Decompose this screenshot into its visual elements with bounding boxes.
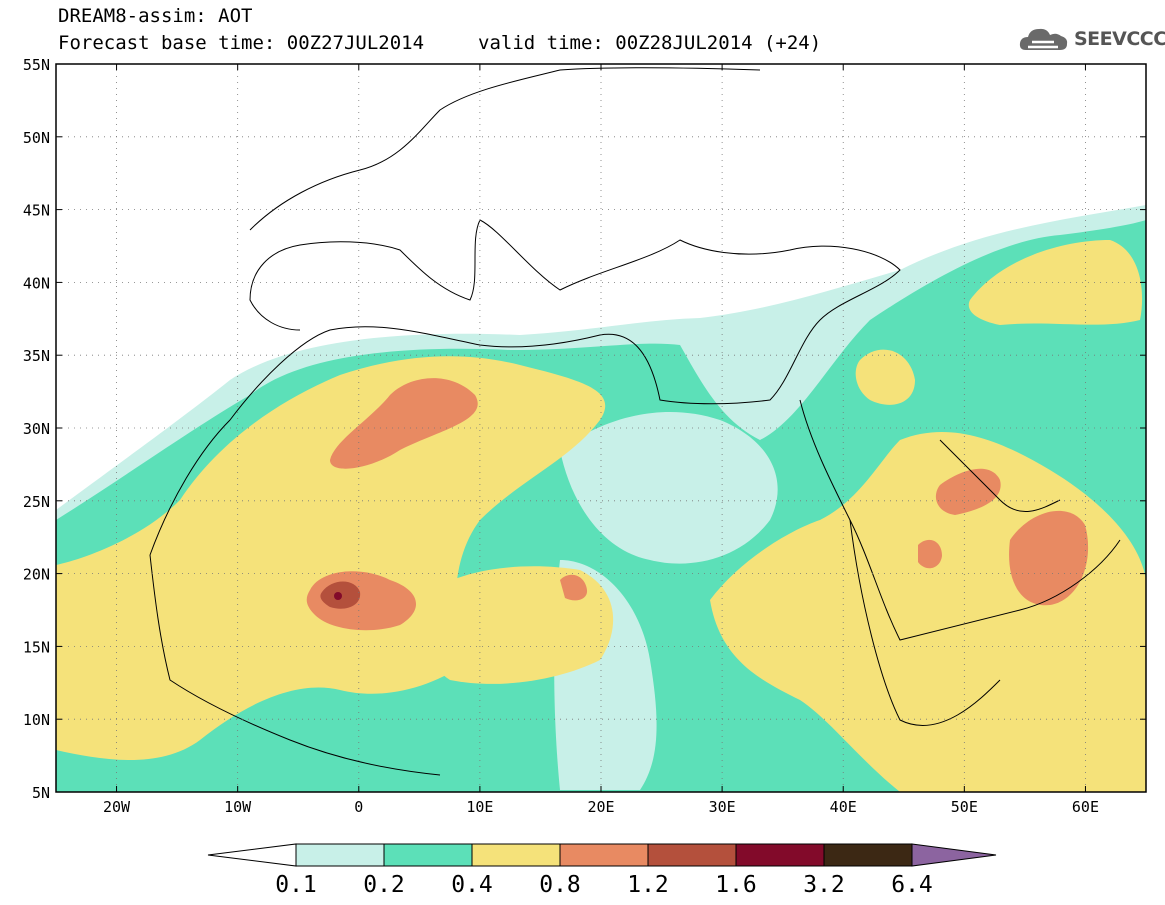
lon-tick-label: 20E xyxy=(587,798,614,816)
colorbar-box xyxy=(735,843,825,867)
lon-tick-label: 10W xyxy=(224,798,252,816)
aot-band-0.8-oman xyxy=(1009,510,1089,606)
lat-tick-label: 50N xyxy=(23,129,50,147)
lon-axis: 20W 10W 0 10E 20E 30E 40E 50E 60E xyxy=(103,64,1099,816)
lon-tick-label: 50E xyxy=(951,798,978,816)
lat-tick-label: 45N xyxy=(23,202,50,220)
lat-tick-label: 40N xyxy=(23,274,50,292)
valid-time: valid time: 00Z28JUL2014 (+24) xyxy=(478,32,822,54)
aot-band-0.4-iran xyxy=(968,240,1143,325)
lat-tick-label: 35N xyxy=(23,347,50,365)
graticule xyxy=(56,64,1146,792)
colorbar-box xyxy=(295,843,385,867)
map-title: DREAM8-assim: AOT xyxy=(58,5,253,27)
logo-text: SEEVCCC xyxy=(1074,28,1165,50)
aot-band-0.8-yemen xyxy=(918,539,942,569)
colorbar-label: 0.2 xyxy=(363,872,405,898)
lat-tick-label: 20N xyxy=(23,566,50,584)
colorbar-box xyxy=(471,843,561,867)
aot-band-1.6-mali xyxy=(334,592,342,600)
forecast-base-time: Forecast base time: 00Z27JUL2014 xyxy=(58,32,425,54)
colorbar-box xyxy=(383,843,473,867)
lat-tick-label: 25N xyxy=(23,493,50,511)
colorbar xyxy=(207,843,997,867)
lat-tick-label: 30N xyxy=(23,420,50,438)
aot-band-0.8-algeria xyxy=(330,378,478,469)
colorbar-arrow-low xyxy=(207,843,297,867)
colorbar-arrow-high xyxy=(911,843,997,867)
aot-band-0.8-uae xyxy=(935,468,1001,515)
aot-band-0.4-chad xyxy=(416,566,614,684)
seevccc-logo: SEEVCCC xyxy=(1018,24,1165,54)
lat-tick-label: 10N xyxy=(23,711,50,729)
lon-tick-label: 20W xyxy=(103,798,131,816)
coastlines xyxy=(149,67,1121,776)
colorbar-box xyxy=(823,843,913,867)
colorbar-box xyxy=(559,843,649,867)
lat-tick-label: 15N xyxy=(23,638,50,656)
lon-tick-label: 40E xyxy=(830,798,857,816)
lon-tick-label: 0 xyxy=(354,798,363,816)
colorbar-label: 1.2 xyxy=(627,872,669,898)
colorbar-label: 0.8 xyxy=(539,872,581,898)
colorbar-label: 0.4 xyxy=(451,872,493,898)
aot-band-0.4-iraq xyxy=(855,349,915,405)
colorbar-label: 0.1 xyxy=(275,872,317,898)
colorbar-label: 3.2 xyxy=(803,872,845,898)
lat-tick-label: 5N xyxy=(32,784,50,802)
lon-tick-label: 30E xyxy=(709,798,736,816)
lat-axis: 55N 50N 45N 40N 35N 30N 25N 20N 15N 10N 5N xyxy=(23,56,1146,802)
colorbar-label: 6.4 xyxy=(891,872,933,898)
aot-field xyxy=(56,205,1146,792)
colorbar-box xyxy=(647,843,737,867)
cloud-logo-icon xyxy=(1019,28,1068,50)
lon-tick-label: 60E xyxy=(1072,798,1099,816)
aot-band-0.1-libya xyxy=(560,411,778,564)
aot-band-0.8-chad xyxy=(560,574,588,601)
colorbar-label: 1.6 xyxy=(715,872,757,898)
lon-tick-label: 10E xyxy=(466,798,493,816)
lat-tick-label: 55N xyxy=(23,56,50,74)
